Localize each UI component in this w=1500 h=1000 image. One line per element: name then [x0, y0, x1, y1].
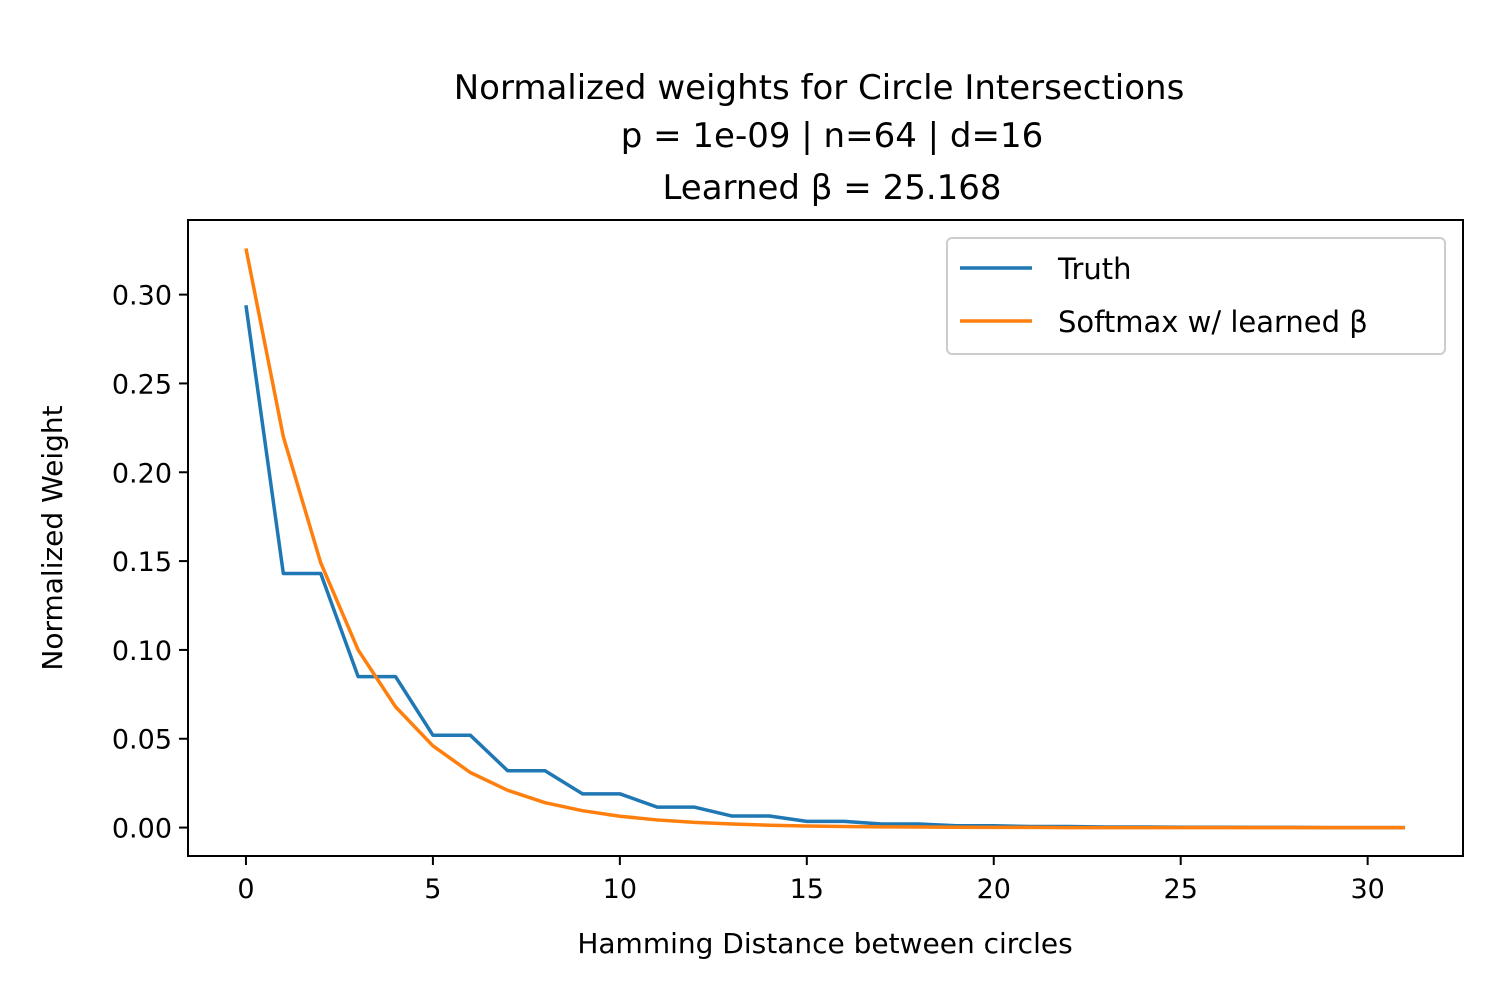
y-ticks: 0.00 0.05 0.10 0.15 0.20 0.25 0.30 [112, 281, 188, 845]
x-tick-label: 0 [237, 874, 254, 905]
chart-title-line-1: Normalized weights for Circle Intersecti… [454, 68, 1185, 108]
y-tick-label: 0.25 [112, 369, 172, 400]
chart-title-line-2: p = 1e-09 | n=64 | d=16 [621, 116, 1044, 156]
legend: Truth Softmax w/ learned β [946, 237, 1446, 355]
y-tick-label: 0.15 [112, 547, 172, 578]
y-axis-label: Normalized Weight [36, 405, 69, 670]
plot-frame [187, 219, 1464, 857]
series-line-0 [244, 305, 1406, 830]
x-tick-label: 10 [603, 874, 637, 905]
x-axis-label: Hamming Distance between circles [577, 927, 1072, 960]
y-tick-label: 0.10 [112, 636, 172, 667]
x-tick-label: 5 [424, 874, 441, 905]
legend-box [946, 237, 1446, 355]
y-tick-label: 0.05 [112, 725, 172, 756]
x-tick-label: 15 [790, 874, 824, 905]
plot-area: 0 5 10 15 20 25 30 0.00 0.05 0.10 0.15 0.20 0.25 0.3… [112, 219, 1464, 905]
legend-label-softmax: Softmax w/ learned β [1058, 305, 1368, 339]
x-tick-label: 20 [977, 874, 1011, 905]
x-ticks: 0 5 10 15 20 25 30 [237, 856, 1385, 905]
chart-title-line-3: Learned β = 25.168 [662, 168, 1001, 208]
legend-label-truth: Truth [1057, 252, 1132, 286]
series-layer [244, 248, 1406, 830]
x-tick-label: 30 [1350, 874, 1384, 905]
x-tick-label: 25 [1164, 874, 1198, 905]
y-tick-label: 0.30 [112, 281, 172, 312]
y-tick-label: 0.20 [112, 458, 172, 489]
series-line-1 [244, 248, 1406, 830]
y-tick-label: 0.00 [112, 814, 172, 845]
